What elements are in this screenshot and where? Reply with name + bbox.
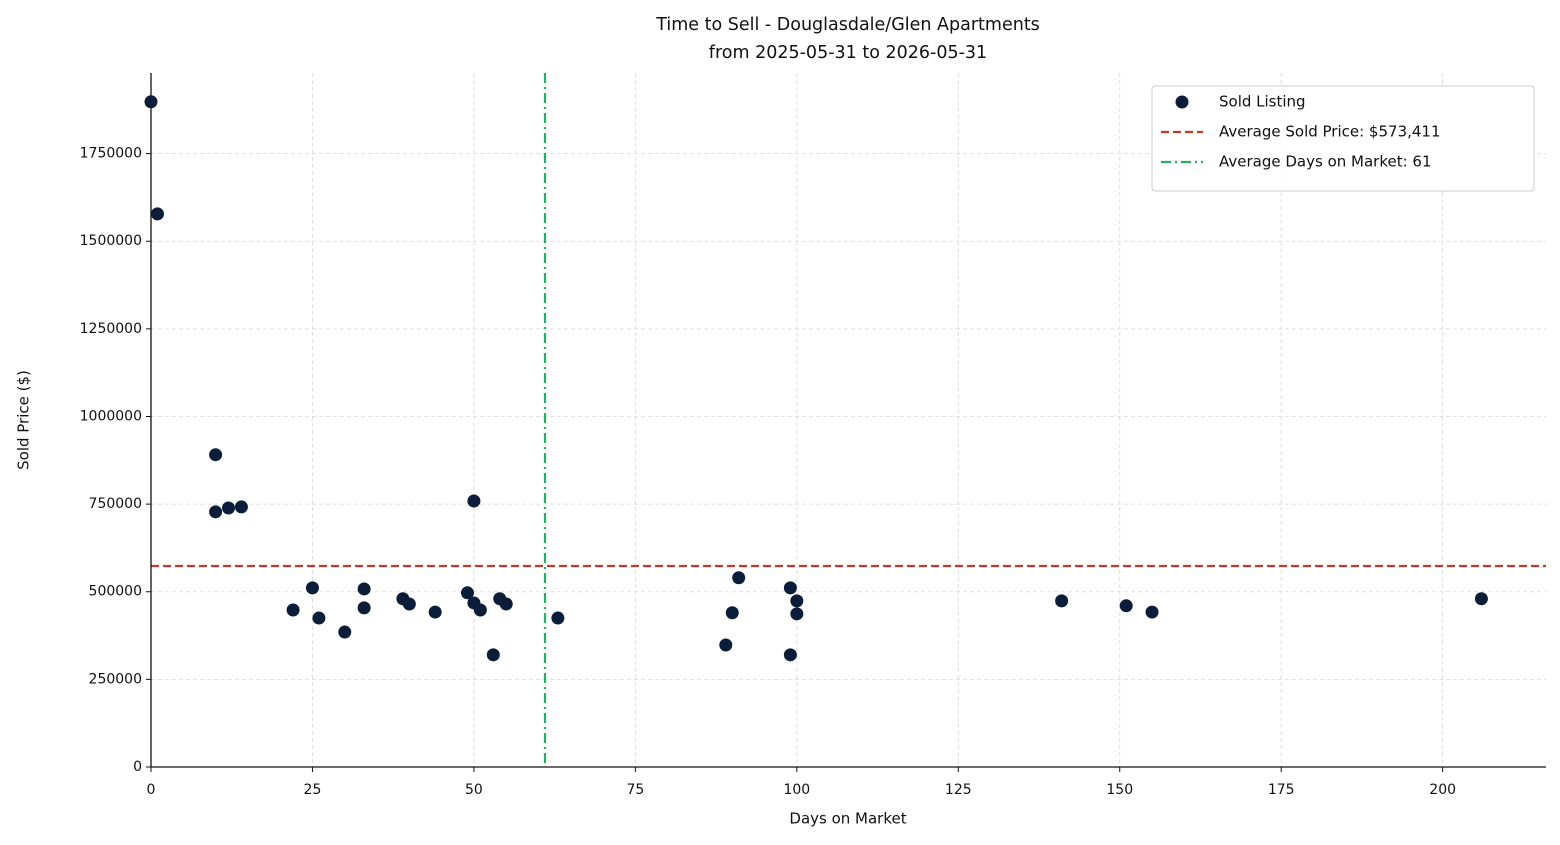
y-tick-label: 250000: [89, 671, 142, 687]
point: [1119, 599, 1133, 613]
x-axis-label: Days on Market: [789, 810, 906, 828]
point: [312, 611, 326, 625]
chart-title: Time to Sell - Douglasdale/Glen Apartmen…: [655, 15, 1040, 35]
y-axis-label: Sold Price ($): [15, 370, 33, 470]
point: [499, 597, 513, 611]
x-tick-label: 150: [1106, 782, 1133, 798]
point: [486, 648, 500, 662]
legend: Sold Listing Average Sold Price: $573,411…: [1151, 85, 1535, 192]
y-tick-label: 750000: [89, 496, 142, 512]
point: [305, 581, 319, 595]
point: [357, 601, 371, 615]
x-tick-label: 100: [783, 782, 810, 798]
point: [286, 603, 300, 617]
x-tick-label: 25: [304, 782, 322, 798]
x-tick-label: 200: [1429, 782, 1456, 798]
x-tick-label: 175: [1268, 782, 1295, 798]
point: [402, 597, 416, 611]
point: [790, 594, 804, 608]
chart-subtitle: from 2025-05-31 to 2026-05-31: [709, 43, 987, 63]
point: [209, 505, 223, 519]
point: [1055, 594, 1069, 608]
legend-box: [1151, 85, 1535, 192]
point: [1474, 592, 1488, 606]
legend-label: Average Sold Price: $573,411: [1219, 123, 1441, 141]
y-tick-label: 1500000: [80, 233, 142, 249]
legend-marker: [1175, 95, 1189, 109]
point: [1145, 605, 1159, 619]
legend-label: Average Days on Market: 61: [1219, 153, 1432, 171]
x-tick-label: 75: [626, 782, 644, 798]
point: [467, 494, 481, 508]
point: [719, 638, 733, 652]
point: [357, 582, 371, 596]
y-tick-label: 0: [133, 759, 142, 775]
point: [150, 207, 164, 221]
point: [551, 611, 565, 625]
point: [460, 586, 474, 600]
point: [790, 607, 804, 621]
x-tick-label: 125: [945, 782, 972, 798]
point: [144, 95, 158, 109]
x-tick-label: 50: [465, 782, 483, 798]
y-tick-label: 1000000: [80, 408, 142, 424]
point: [428, 605, 442, 619]
y-tick-label: 500000: [89, 584, 142, 600]
point: [783, 581, 797, 595]
y-tick-label: 1250000: [80, 321, 142, 337]
legend-label: Sold Listing: [1219, 93, 1306, 111]
point: [338, 625, 352, 639]
x-tick-label: 0: [147, 782, 156, 798]
point: [234, 500, 248, 514]
point: [222, 501, 235, 515]
point: [725, 606, 739, 620]
point: [209, 448, 223, 462]
point: [473, 603, 487, 617]
point: [783, 648, 797, 662]
y-tick-label: 1750000: [80, 146, 142, 162]
point: [732, 571, 746, 585]
